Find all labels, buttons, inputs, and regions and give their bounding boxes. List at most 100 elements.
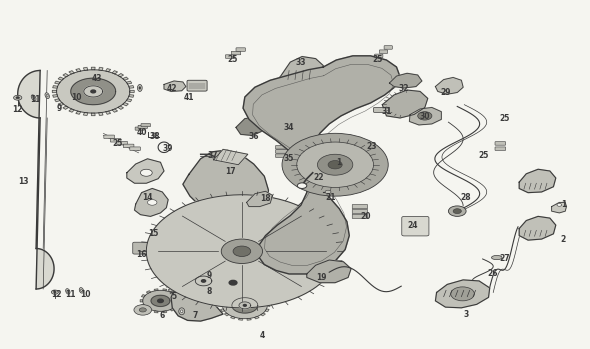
Polygon shape [435,77,463,94]
Polygon shape [214,149,248,165]
Polygon shape [257,282,260,284]
Polygon shape [216,294,221,296]
Polygon shape [69,71,74,74]
Polygon shape [224,296,229,299]
Polygon shape [237,275,241,277]
Polygon shape [123,103,128,106]
Polygon shape [519,216,556,240]
Ellipse shape [139,87,140,89]
Text: 32: 32 [399,84,409,94]
Circle shape [233,246,251,257]
Ellipse shape [491,255,502,260]
Polygon shape [239,267,243,270]
Polygon shape [178,300,181,302]
Polygon shape [126,99,132,102]
Polygon shape [142,305,145,307]
Polygon shape [165,280,169,282]
Circle shape [54,291,56,293]
Polygon shape [178,262,183,266]
Text: 1: 1 [561,200,566,209]
Polygon shape [519,169,556,193]
FancyBboxPatch shape [133,242,149,254]
Polygon shape [261,295,266,298]
Polygon shape [55,81,60,84]
Polygon shape [237,284,241,287]
Text: 25: 25 [499,114,510,123]
Polygon shape [220,275,246,290]
Polygon shape [143,290,178,311]
Polygon shape [164,81,186,91]
Ellipse shape [45,93,50,98]
Polygon shape [171,291,175,293]
Polygon shape [18,70,54,289]
Polygon shape [389,73,422,88]
Polygon shape [99,112,103,116]
Text: 23: 23 [366,142,377,151]
Polygon shape [243,56,400,274]
Polygon shape [254,316,259,319]
FancyBboxPatch shape [276,154,290,157]
Text: 25: 25 [478,151,489,160]
Polygon shape [261,313,266,316]
Polygon shape [126,81,132,84]
Polygon shape [206,286,211,289]
Circle shape [229,280,237,285]
Polygon shape [142,295,145,297]
Polygon shape [63,106,68,109]
Circle shape [557,203,562,206]
Polygon shape [99,67,103,70]
Circle shape [91,90,96,93]
Polygon shape [223,296,227,298]
Text: 4: 4 [260,331,265,340]
Polygon shape [130,90,134,92]
Polygon shape [255,277,260,279]
FancyBboxPatch shape [495,142,506,145]
Ellipse shape [67,290,69,292]
Circle shape [14,95,22,100]
Polygon shape [210,290,215,293]
Polygon shape [224,313,229,316]
Polygon shape [106,111,110,114]
Text: 34: 34 [284,123,294,132]
Polygon shape [209,269,257,297]
Polygon shape [220,304,222,306]
Polygon shape [247,191,273,207]
FancyBboxPatch shape [141,124,150,127]
FancyBboxPatch shape [269,105,297,127]
Circle shape [418,112,432,120]
Text: 14: 14 [142,193,153,202]
FancyBboxPatch shape [123,144,134,148]
Circle shape [51,290,58,294]
Text: 25: 25 [372,55,383,64]
Polygon shape [112,109,117,112]
Polygon shape [83,112,88,116]
Ellipse shape [80,289,83,291]
Polygon shape [140,300,143,302]
Polygon shape [247,291,251,292]
FancyBboxPatch shape [187,80,207,91]
Polygon shape [178,296,183,299]
Polygon shape [169,261,238,301]
Text: 7: 7 [192,311,198,320]
Circle shape [317,154,353,175]
FancyBboxPatch shape [130,147,140,150]
Polygon shape [146,309,150,311]
FancyBboxPatch shape [138,125,148,128]
Polygon shape [307,260,351,283]
Polygon shape [129,95,134,97]
Ellipse shape [65,289,70,294]
Polygon shape [245,294,250,296]
Ellipse shape [79,288,84,293]
Polygon shape [239,296,243,298]
Polygon shape [123,77,128,80]
Ellipse shape [137,84,142,91]
Polygon shape [238,318,242,320]
Polygon shape [223,267,227,270]
Polygon shape [53,86,58,88]
Polygon shape [146,195,337,308]
Polygon shape [236,117,266,135]
Text: 13: 13 [18,177,29,186]
Text: 11: 11 [65,290,76,299]
Text: 37: 37 [207,151,218,160]
Polygon shape [552,202,566,213]
